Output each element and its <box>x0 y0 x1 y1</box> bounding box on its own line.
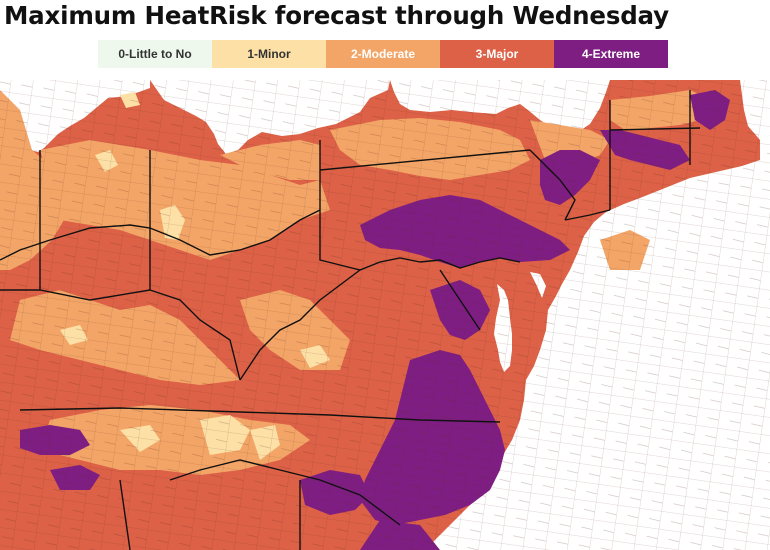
legend-item-moderate: 2-Moderate <box>326 40 440 68</box>
page-title: Maximum HeatRisk forecast through Wednes… <box>4 1 669 30</box>
heatrisk-map <box>0 80 770 550</box>
county-lines <box>0 80 770 550</box>
legend-item-minor: 1-Minor <box>212 40 326 68</box>
legend-item-major: 3-Major <box>440 40 554 68</box>
legend-item-little: 0-Little to No <box>98 40 212 68</box>
legend-item-extreme: 4-Extreme <box>554 40 668 68</box>
state-borders <box>0 90 701 550</box>
heatrisk-legend: 0-Little to No 1-Minor 2-Moderate 3-Majo… <box>98 40 668 68</box>
